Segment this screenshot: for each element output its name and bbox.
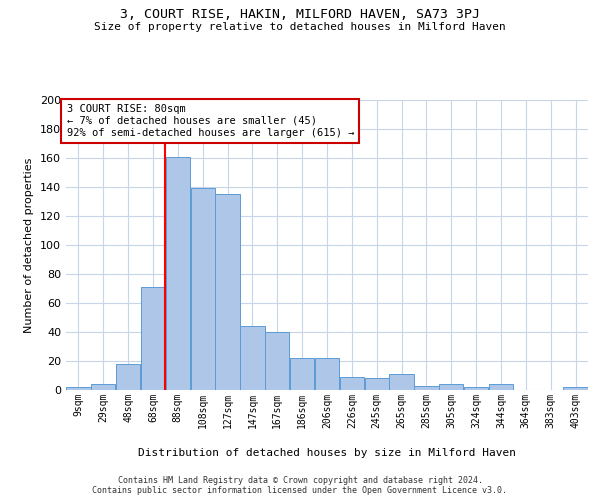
Text: Distribution of detached houses by size in Milford Haven: Distribution of detached houses by size … bbox=[138, 448, 516, 458]
Bar bbox=[340, 377, 364, 390]
Bar bbox=[116, 364, 140, 390]
Text: Size of property relative to detached houses in Milford Haven: Size of property relative to detached ho… bbox=[94, 22, 506, 32]
Bar bbox=[315, 358, 339, 390]
Bar bbox=[215, 194, 239, 390]
Bar bbox=[489, 384, 513, 390]
Text: Contains HM Land Registry data © Crown copyright and database right 2024.
Contai: Contains HM Land Registry data © Crown c… bbox=[92, 476, 508, 495]
Bar bbox=[191, 188, 215, 390]
Bar bbox=[563, 387, 587, 390]
Bar bbox=[365, 378, 389, 390]
Bar bbox=[389, 374, 413, 390]
Bar bbox=[464, 387, 488, 390]
Bar bbox=[91, 384, 115, 390]
Bar bbox=[67, 387, 91, 390]
Bar bbox=[439, 384, 463, 390]
Text: 3, COURT RISE, HAKIN, MILFORD HAVEN, SA73 3PJ: 3, COURT RISE, HAKIN, MILFORD HAVEN, SA7… bbox=[120, 8, 480, 20]
Text: 3 COURT RISE: 80sqm
← 7% of detached houses are smaller (45)
92% of semi-detache: 3 COURT RISE: 80sqm ← 7% of detached hou… bbox=[67, 104, 354, 138]
Bar bbox=[290, 358, 314, 390]
Bar bbox=[265, 332, 289, 390]
Bar bbox=[241, 326, 265, 390]
Y-axis label: Number of detached properties: Number of detached properties bbox=[25, 158, 34, 332]
Bar bbox=[415, 386, 439, 390]
Bar bbox=[166, 156, 190, 390]
Bar bbox=[141, 287, 165, 390]
